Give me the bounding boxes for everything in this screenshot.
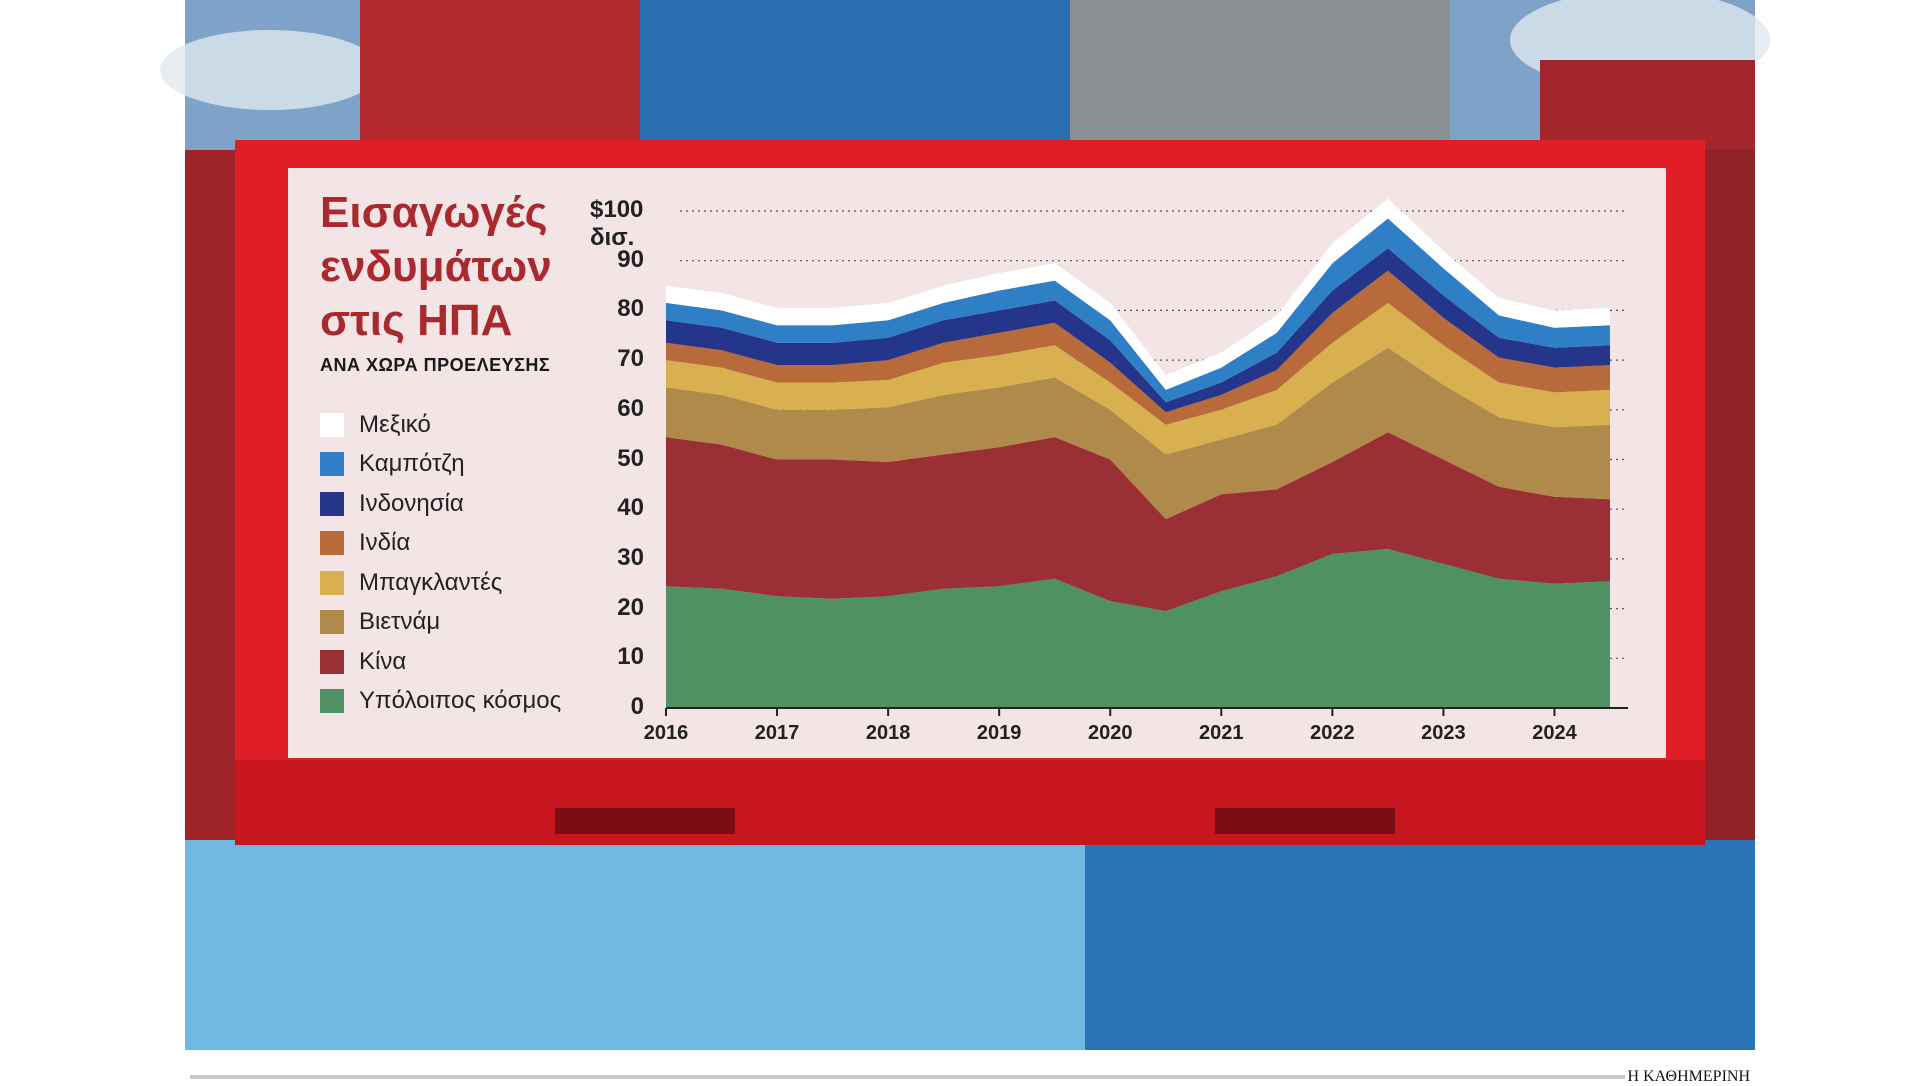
y-tick-label: 0 [630,693,644,720]
area-series [666,302,1610,455]
legend-swatch [320,610,344,635]
area-series [666,432,1610,612]
legend-label: Ινδία [359,529,411,557]
legend-swatch [320,570,344,595]
area-series [666,270,1610,425]
area-series [666,549,1610,708]
y-tick-label: 90 [617,245,644,273]
legend-label: Καμπότζη [359,450,465,478]
legend-swatch [320,531,344,556]
x-tick-label: 2017 [754,722,800,744]
y-tick-label: 40 [617,494,644,522]
legend: Μεξικό Καμπότζη Ινδονησία Ινδία Μπαγκλαντές Β… [320,405,561,721]
y-tick-label: $100 δισ. [590,196,644,251]
legend-label: Μπαγκλαντές [359,568,503,596]
container-grey-top [1070,0,1450,150]
legend-item: Ινδία [320,524,561,564]
footer-rule [190,1075,1625,1079]
legend-swatch [320,412,344,437]
y-tick-label: 70 [617,345,644,373]
publisher-credit: Η ΚΑΘΗΜΕΡΙΝΗ [1627,1068,1750,1085]
legend-swatch [320,491,344,516]
x-tick-label: 2016 [643,722,689,744]
legend-item: Βιετνάμ [320,603,561,643]
container-base [235,760,1705,845]
stacked-areas [666,198,1610,708]
container-red-top [360,0,640,150]
legend-swatch [320,689,344,714]
x-tick-label: 2019 [976,722,1022,744]
chart-subtitle: ΑΝΑ ΧΩΡΑ ΠΡΟΕΛΕΥΣΗΣ [320,355,551,375]
cloud [160,30,380,110]
x-tick-label: 2021 [1199,722,1244,744]
x-tick-label: 2020 [1087,722,1133,744]
y-tick-label: 30 [617,543,644,571]
legend-label: Υπόλοιπος κόσμος [359,687,562,715]
x-tick-label: 2023 [1421,722,1466,744]
forklift-slot [1215,808,1395,834]
legend-item: Υπόλοιπος κόσμος [320,682,561,722]
legend-swatch [320,452,344,477]
container-lightblue-bottom [185,840,1085,1050]
container-blue-bottom [1085,840,1755,1050]
container-blue-top [640,0,1070,150]
legend-item: Ινδονησία [320,484,561,524]
legend-label: Κίνα [359,647,407,675]
y-tick-label: 80 [617,295,644,323]
legend-label: Βιετνάμ [359,608,441,636]
area-series [666,248,1610,413]
x-tick-label: 2024 [1532,722,1577,744]
x-tick-label: 2018 [865,722,911,744]
y-tick-label: 60 [617,394,644,422]
legend-item: Μπαγκλαντές [320,563,561,603]
legend-label: Ινδονησία [359,489,464,517]
legend-item: Καμπότζη [320,445,561,485]
forklift-slot [555,808,735,834]
legend-label: Μεξικό [359,410,431,438]
legend-item: Μεξικό [320,405,561,445]
chart-title: Εισαγωγές ενδυμάτων στις ΗΠΑ [320,188,552,345]
y-tick-label: 20 [617,593,644,621]
x-tick-label: 2022 [1310,722,1355,744]
y-tick-label: 10 [617,643,644,671]
area-series [666,347,1610,520]
area-series [666,198,1610,390]
legend-item: Κίνα [320,642,561,682]
y-tick-label: 50 [617,444,644,472]
legend-swatch [320,649,344,674]
area-series [666,218,1610,403]
x-axis-ticks [665,708,1556,716]
